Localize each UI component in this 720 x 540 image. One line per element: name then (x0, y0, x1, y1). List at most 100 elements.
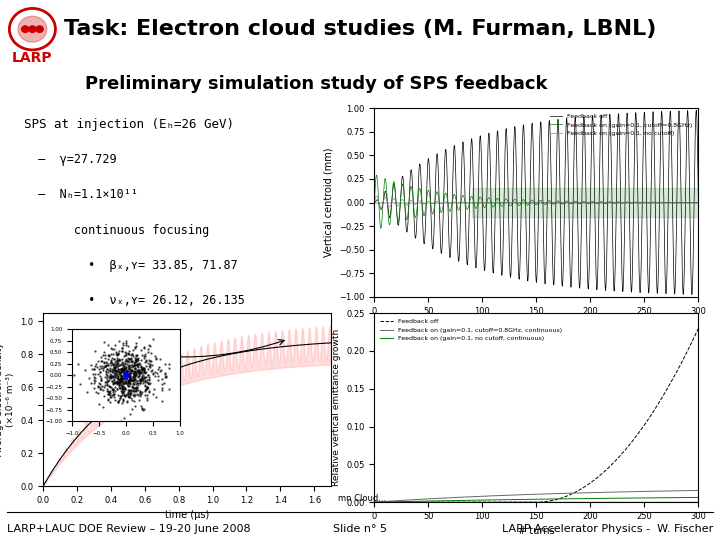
Point (140, 373, 151, 381)
Point (125, 394, 137, 403)
Point (132, 366, 144, 374)
Point (120, 350, 132, 359)
Point (127, 356, 138, 365)
Point (135, 375, 146, 383)
Point (140, 387, 151, 396)
Point (116, 384, 127, 393)
Point (118, 379, 130, 388)
Point (129, 365, 140, 374)
Point (156, 396, 167, 405)
Point (127, 383, 139, 392)
Point (120, 371, 132, 380)
Point (90, 388, 102, 396)
Point (112, 397, 124, 406)
Point (122, 371, 134, 380)
Feedback on (gain=0.1, no cutoff) (653, 199, 662, 206)
Point (127, 373, 138, 381)
Feedback on (gain=0.1, no cutoff) (377, 205, 385, 212)
Point (153, 363, 165, 372)
Point (114, 355, 125, 364)
Point (142, 347, 153, 356)
Point (106, 366, 117, 375)
Line: Feedback on (gain=0.1, no cutoff): Feedback on (gain=0.1, no cutoff) (374, 196, 698, 208)
Point (104, 389, 115, 398)
Point (107, 386, 118, 394)
Point (136, 364, 148, 373)
Point (114, 361, 126, 370)
Point (142, 390, 153, 399)
Point (104, 391, 115, 400)
Point (124, 388, 135, 397)
Point (130, 352, 142, 360)
Point (112, 356, 123, 364)
Point (119, 366, 130, 374)
Point (122, 380, 134, 389)
Point (125, 361, 137, 370)
Point (106, 372, 117, 381)
Point (98, 338, 109, 346)
Point (112, 359, 124, 368)
Point (124, 386, 135, 395)
Point (121, 360, 132, 368)
Point (122, 342, 134, 350)
Feedback on (gain=0.1, cutoff=0.8GHz, continuous) (495, 492, 503, 499)
Feedback on (gain=0.1, cutoff=0.8GHz) (694, 199, 703, 206)
Point (120, 367, 131, 376)
Point (132, 363, 143, 372)
Point (121, 370, 132, 379)
Point (137, 404, 148, 413)
Point (125, 379, 136, 387)
Point (112, 372, 124, 381)
Point (122, 354, 133, 362)
Point (108, 364, 120, 373)
Point (119, 377, 130, 386)
Point (102, 396, 114, 404)
Point (96, 374, 107, 382)
Point (117, 377, 129, 386)
Point (109, 395, 121, 404)
Point (140, 385, 152, 394)
Point (130, 385, 142, 394)
Point (139, 390, 150, 399)
Point (159, 369, 171, 378)
Point (126, 382, 138, 390)
Point (128, 360, 140, 369)
Feedback on (gain=0.1, cutoff=0.8GHz, continuous) (694, 487, 703, 494)
Point (112, 397, 124, 406)
Point (104, 398, 116, 407)
Point (122, 369, 134, 377)
Point (112, 356, 124, 364)
Point (124, 389, 135, 397)
Point (102, 361, 114, 369)
Point (120, 384, 131, 393)
Point (132, 360, 144, 369)
Point (139, 364, 150, 373)
Y-axis label: Vertical centroid (mm): Vertical centroid (mm) (323, 148, 333, 257)
Point (114, 369, 126, 377)
Point (113, 361, 125, 370)
Point (114, 380, 126, 388)
Point (113, 395, 125, 404)
Point (123, 365, 135, 374)
Point (130, 384, 141, 393)
Point (138, 367, 150, 375)
Point (112, 396, 124, 405)
Point (129, 387, 140, 395)
Feedback on (gain=0.1, no cutoff) (426, 199, 435, 206)
Point (150, 367, 161, 376)
Point (122, 386, 133, 395)
Point (123, 392, 135, 401)
Point (123, 393, 135, 401)
Point (142, 359, 153, 367)
Point (129, 376, 140, 384)
Point (103, 341, 114, 350)
Point (150, 372, 161, 381)
Point (137, 369, 148, 377)
Point (143, 341, 155, 349)
Point (124, 410, 135, 418)
Point (120, 348, 132, 357)
Point (118, 362, 130, 370)
Point (148, 369, 159, 378)
Point (125, 374, 136, 383)
Point (99, 381, 111, 390)
